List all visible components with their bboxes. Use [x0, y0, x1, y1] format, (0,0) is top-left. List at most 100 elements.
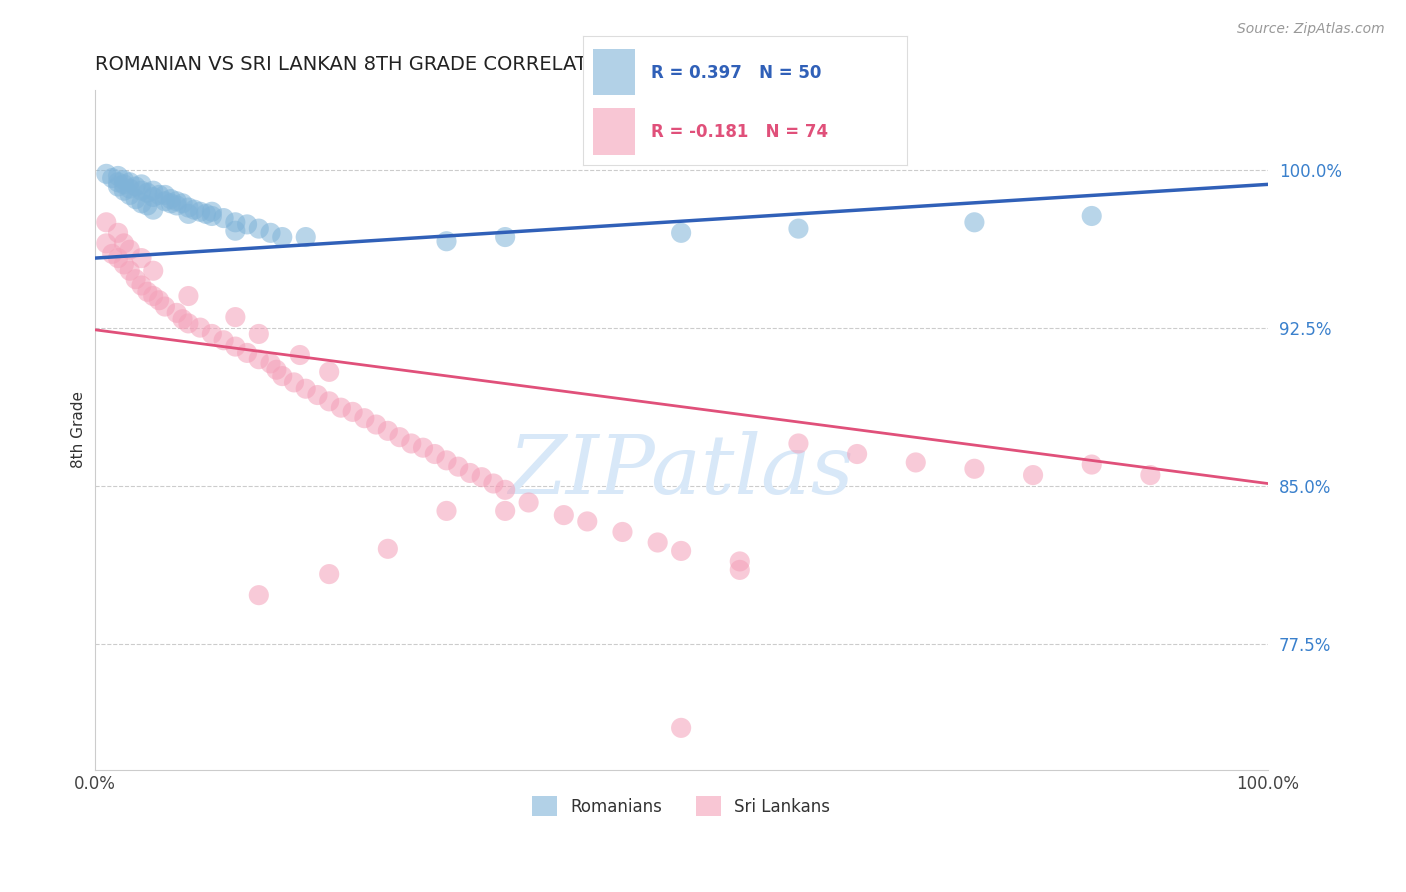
Point	[669, 721, 692, 735]
Point	[612, 524, 634, 539]
Point	[904, 455, 927, 469]
Point	[388, 430, 411, 444]
Point	[124, 272, 146, 286]
Point	[224, 340, 246, 354]
Point	[177, 289, 200, 303]
Point	[118, 264, 141, 278]
Point	[963, 462, 986, 476]
Point	[142, 184, 165, 198]
Point	[401, 436, 423, 450]
Point	[1139, 468, 1161, 483]
Point	[201, 326, 224, 341]
Point	[553, 508, 575, 522]
Point	[153, 194, 176, 209]
Point	[963, 215, 986, 229]
Point	[159, 192, 181, 206]
Point	[195, 207, 218, 221]
Point	[112, 184, 135, 198]
Point	[377, 541, 399, 556]
Point	[142, 202, 165, 217]
Point	[494, 230, 516, 244]
Point	[647, 535, 669, 549]
Point	[159, 196, 181, 211]
Point	[224, 310, 246, 324]
Point	[136, 198, 159, 212]
Point	[482, 476, 505, 491]
Point	[148, 188, 170, 202]
Point	[183, 202, 205, 217]
Point	[118, 181, 141, 195]
Point	[166, 306, 188, 320]
Point	[846, 447, 869, 461]
Point	[101, 171, 124, 186]
Point	[118, 175, 141, 189]
Point	[787, 436, 810, 450]
Point	[247, 588, 270, 602]
Point	[96, 167, 118, 181]
Point	[247, 221, 270, 235]
Point	[494, 483, 516, 497]
Point	[1080, 458, 1102, 472]
Point	[101, 247, 124, 261]
Point	[307, 388, 329, 402]
Point	[136, 186, 159, 200]
Point	[118, 188, 141, 202]
Point	[131, 196, 153, 211]
Point	[436, 504, 458, 518]
Point	[247, 326, 270, 341]
Point	[142, 264, 165, 278]
Point	[188, 204, 211, 219]
Point	[201, 204, 224, 219]
Point	[353, 411, 375, 425]
Point	[124, 192, 146, 206]
Point	[259, 226, 281, 240]
Point	[212, 333, 235, 347]
FancyBboxPatch shape	[593, 49, 636, 95]
Point	[294, 382, 316, 396]
Point	[136, 285, 159, 299]
Point	[436, 234, 458, 248]
Point	[188, 320, 211, 334]
Point	[669, 544, 692, 558]
Point	[247, 352, 270, 367]
Point	[283, 376, 305, 390]
Point	[494, 504, 516, 518]
Point	[266, 363, 288, 377]
Point	[366, 417, 388, 432]
Point	[166, 194, 188, 209]
Point	[118, 243, 141, 257]
Point	[342, 405, 364, 419]
Point	[271, 369, 294, 384]
Point	[96, 215, 118, 229]
Point	[236, 346, 259, 360]
Point	[412, 441, 434, 455]
Text: ROMANIAN VS SRI LANKAN 8TH GRADE CORRELATION CHART: ROMANIAN VS SRI LANKAN 8TH GRADE CORRELA…	[94, 55, 693, 74]
Point	[112, 236, 135, 251]
Point	[112, 173, 135, 187]
Point	[294, 230, 316, 244]
Point	[107, 251, 129, 265]
Point	[728, 554, 751, 568]
Point	[153, 188, 176, 202]
Point	[236, 218, 259, 232]
Point	[107, 179, 129, 194]
Text: ZIPatlas: ZIPatlas	[509, 431, 853, 510]
Point	[224, 215, 246, 229]
Point	[259, 356, 281, 370]
Point	[131, 278, 153, 293]
Text: Source: ZipAtlas.com: Source: ZipAtlas.com	[1237, 22, 1385, 37]
Point	[172, 196, 194, 211]
Point	[787, 221, 810, 235]
Point	[318, 394, 340, 409]
Point	[107, 169, 129, 183]
Point	[318, 365, 340, 379]
FancyBboxPatch shape	[593, 108, 636, 154]
Point	[1080, 209, 1102, 223]
Text: R = -0.181   N = 74: R = -0.181 N = 74	[651, 123, 828, 141]
Point	[1022, 468, 1045, 483]
Y-axis label: 8th Grade: 8th Grade	[72, 392, 86, 468]
Point	[728, 563, 751, 577]
Point	[318, 567, 340, 582]
Point	[148, 293, 170, 308]
Point	[177, 207, 200, 221]
